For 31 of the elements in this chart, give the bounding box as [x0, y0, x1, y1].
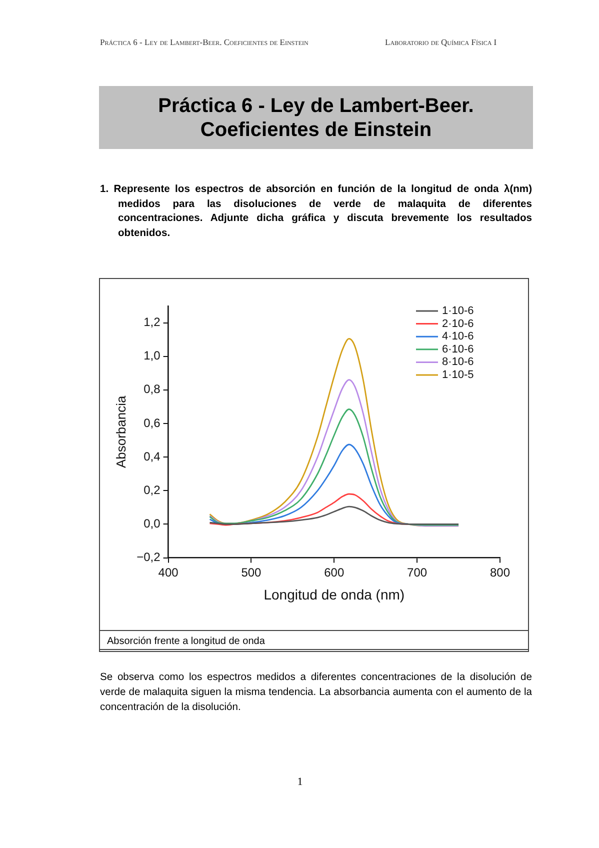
- text: Absorción frente a longitud de onda: [99, 630, 529, 652]
- x-tick-label: 700: [407, 565, 428, 580]
- x-tick-label: 800: [490, 565, 510, 580]
- legend-label: 1·10-6: [442, 305, 474, 318]
- chart-title: Práctica 6 - Ley de Lambert-Beer. Coeficientes de Einstein: [99, 86, 533, 149]
- y-tick-label: 0,0: [144, 516, 161, 531]
- text: 1. Represente los espectros de absorción en función de la longitud de onda λ(nm) medidos para las disoluciones de verde de malaquita de diferentes concentraciones. Adjunte dicha gráfica y discuta brevemente los resultados obtenidos.: [100, 183, 532, 240]
- text: Laboratorio de Química Física I: [385, 37, 497, 47]
- y-tick-label: 1,2: [144, 315, 161, 330]
- line-series: [209, 408, 460, 526]
- y-tick-label: 1,0: [144, 348, 161, 363]
- y-tick-label: 0,8: [144, 382, 161, 396]
- y-axis-title: Absorbancia: [113, 395, 128, 468]
- x-tick-label: 500: [241, 565, 262, 580]
- text: Práctica 6 - Ley de Lambert-Beer. Coeficientes de Einstein: [100, 37, 308, 47]
- x-axis-title: Longitud de onda (nm): [264, 586, 405, 602]
- y-tick-label: 0,4: [144, 449, 161, 464]
- y-tick-label: 0,6: [144, 416, 161, 430]
- text: Se observa como los espectros medidos a diferentes concentraciones de la disolución de verde de malaquita siguen la misma tendencia. La absorbancia aumenta con el aumento de la concentración de la disolución.: [100, 671, 532, 715]
- legend-label: 1·10-5: [442, 369, 474, 382]
- x-tick-label: 600: [324, 565, 344, 580]
- legend-label: 6·10-6: [442, 343, 474, 356]
- legend-label: 8·10-6: [442, 356, 474, 368]
- line-series: [209, 379, 460, 527]
- legend-label: 2·10-6: [442, 318, 474, 330]
- legend-label: 4·10-6: [442, 330, 474, 343]
- line-series: [209, 506, 460, 525]
- x-tick-label: 400: [158, 565, 179, 580]
- y-tick-label: −0,2: [136, 550, 161, 564]
- text: 1: [296, 776, 304, 788]
- y-tick-label: 0,2: [144, 482, 161, 497]
